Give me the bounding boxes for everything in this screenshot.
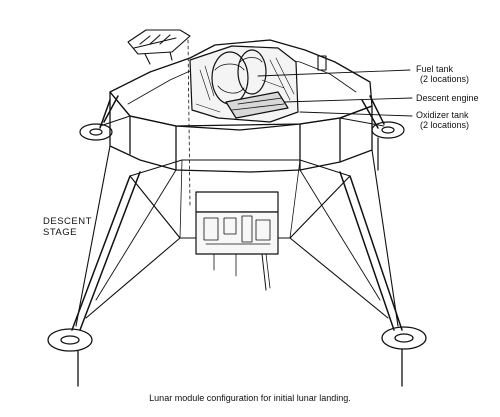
footpad-rear-right (371, 121, 405, 171)
leader-fuel-tank (257, 69, 411, 77)
cutaway-interior (189, 45, 299, 123)
equipment-bay (195, 191, 279, 291)
callout-leaders (257, 69, 413, 117)
callout-fuel-tank-detail: (2 locations) (420, 74, 470, 84)
callout-oxidizer-tank: Oxidizer tank (2 locations) (416, 110, 469, 130)
footpad-front-right (381, 326, 427, 387)
callout-fuel-tank: Fuel tank (2 locations) (416, 64, 469, 84)
leader-descent-engine (283, 97, 413, 103)
descent-stage-label-line1: DESCENT (43, 216, 92, 227)
footpad-rear-left (79, 123, 113, 141)
leader-oxidizer-tank (299, 111, 413, 117)
footpad-front-left (47, 328, 93, 387)
descent-stage-label: DESCENT STAGE (43, 216, 92, 238)
landing-gear (71, 95, 403, 331)
callout-oxidizer-tank-detail: (2 locations) (420, 120, 470, 130)
figure-caption: Lunar module configuration for initial l… (149, 393, 351, 403)
callout-oxidizer-tank-title: Oxidizer tank (416, 110, 469, 120)
callout-descent-engine-title: Descent engine (416, 93, 479, 103)
callout-descent-engine: Descent engine (416, 93, 479, 103)
antenna-assembly (127, 29, 327, 71)
callout-fuel-tank-title: Fuel tank (416, 64, 454, 74)
descent-stage-label-line2: STAGE (43, 227, 77, 238)
